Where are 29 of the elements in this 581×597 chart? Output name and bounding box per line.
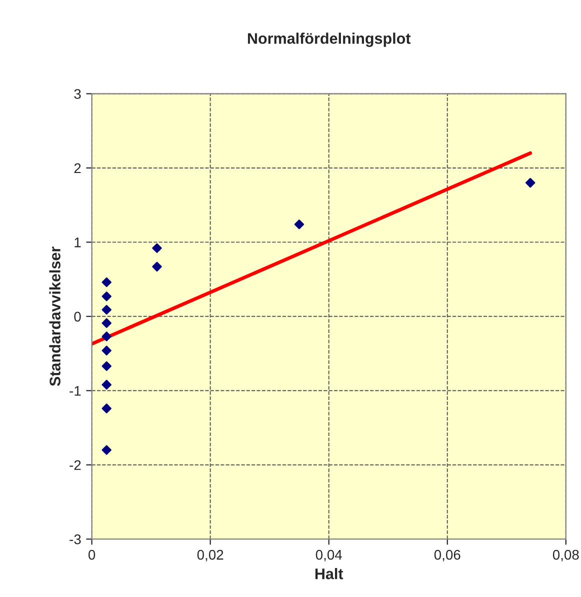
point: [525, 178, 536, 188]
y-tick-label: 3: [74, 89, 81, 99]
point: [102, 361, 112, 372]
y-tick-label: 0: [74, 312, 81, 322]
x-tick-label: 0,02: [197, 550, 224, 562]
y-tick-label: 2: [74, 163, 81, 173]
y-tick-label: -1: [70, 386, 81, 396]
point: [102, 277, 112, 288]
y-tick-label: 1: [74, 238, 81, 248]
chart-title: Normalfördelningsplot: [248, 32, 411, 47]
point: [294, 220, 304, 230]
point: [102, 318, 112, 328]
x-tick-label: 0,04: [316, 550, 342, 562]
x-tick-label: 0,08: [552, 550, 579, 562]
point: [102, 332, 112, 342]
point: [102, 445, 112, 455]
x-axis-title: Halt: [315, 568, 344, 580]
x-tick-label: 0: [88, 550, 96, 560]
point: [152, 262, 162, 272]
point: [102, 304, 112, 315]
x-tick-label: 0,06: [434, 550, 460, 562]
point: [102, 346, 112, 356]
point: [152, 243, 162, 253]
point: [102, 404, 112, 414]
point: [102, 380, 112, 390]
y-axis-title: Standardavvikelser: [49, 246, 60, 386]
point: [102, 292, 112, 302]
y-tick-label: -3: [70, 534, 81, 544]
y-tick-label: -2: [70, 460, 81, 470]
